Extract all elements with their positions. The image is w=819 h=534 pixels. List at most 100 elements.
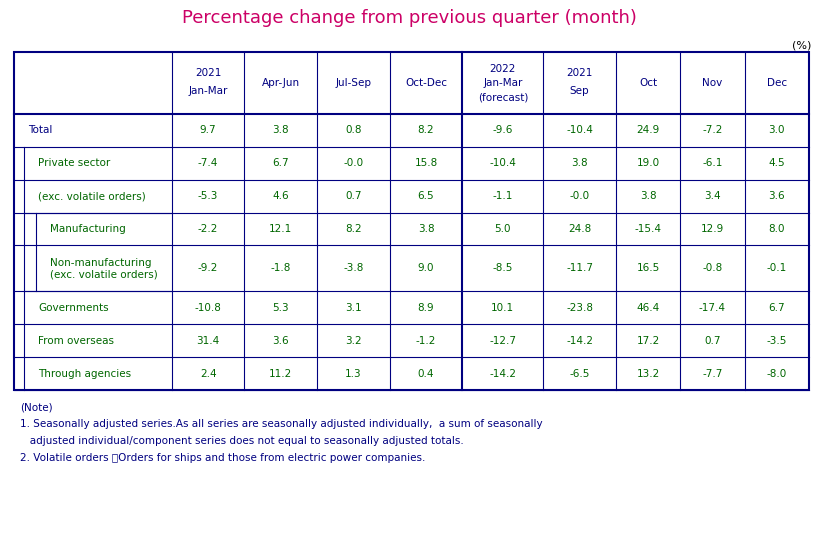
Text: -6.5: -6.5: [569, 368, 590, 379]
Text: 8.2: 8.2: [418, 125, 434, 136]
Text: 1.3: 1.3: [345, 368, 362, 379]
Text: 10.1: 10.1: [491, 303, 514, 313]
Text: 3.2: 3.2: [345, 336, 362, 345]
Text: Non-manufacturing
(exc. volatile orders): Non-manufacturing (exc. volatile orders): [50, 257, 158, 279]
Text: 4.5: 4.5: [768, 158, 785, 168]
Text: 24.8: 24.8: [568, 224, 591, 234]
Text: 3.8: 3.8: [273, 125, 289, 136]
Text: Jan-Mar: Jan-Mar: [188, 86, 228, 96]
Text: 9.0: 9.0: [418, 263, 434, 273]
Text: -3.8: -3.8: [343, 263, 364, 273]
Text: -0.0: -0.0: [569, 191, 590, 201]
Text: 6.7: 6.7: [768, 303, 785, 313]
Text: -9.2: -9.2: [198, 263, 219, 273]
Text: 2. Volatile orders ：Orders for ships and those from electric power companies.: 2. Volatile orders ：Orders for ships and…: [20, 453, 425, 463]
Bar: [14, 52, 809, 390]
Text: -8.0: -8.0: [767, 368, 787, 379]
Text: -12.7: -12.7: [489, 336, 516, 345]
Text: -11.7: -11.7: [566, 263, 593, 273]
Text: (Note): (Note): [20, 402, 52, 412]
Text: -7.2: -7.2: [702, 125, 722, 136]
Text: 13.2: 13.2: [636, 368, 660, 379]
Text: (exc. volatile orders): (exc. volatile orders): [38, 191, 146, 201]
Text: 17.2: 17.2: [636, 336, 660, 345]
Text: -1.2: -1.2: [416, 336, 437, 345]
Text: -0.1: -0.1: [767, 263, 787, 273]
Text: 3.0: 3.0: [768, 125, 785, 136]
Text: 46.4: 46.4: [636, 303, 660, 313]
Text: Private sector: Private sector: [38, 158, 111, 168]
Text: 0.7: 0.7: [345, 191, 362, 201]
Text: 11.2: 11.2: [269, 368, 292, 379]
Text: 12.1: 12.1: [269, 224, 292, 234]
Text: 19.0: 19.0: [636, 158, 659, 168]
Text: 3.6: 3.6: [273, 336, 289, 345]
Text: -8.5: -8.5: [493, 263, 513, 273]
Text: -1.1: -1.1: [493, 191, 513, 201]
Text: -10.8: -10.8: [195, 303, 221, 313]
Text: (forecast): (forecast): [477, 92, 528, 102]
Text: Dec: Dec: [767, 78, 787, 88]
Text: Through agencies: Through agencies: [38, 368, 131, 379]
Text: adjusted individual/component series does not equal to seasonally adjusted total: adjusted individual/component series doe…: [20, 436, 464, 446]
Text: -9.6: -9.6: [493, 125, 513, 136]
Text: 9.7: 9.7: [200, 125, 216, 136]
Text: Percentage change from previous quarter (month): Percentage change from previous quarter …: [182, 9, 637, 27]
Text: 5.3: 5.3: [273, 303, 289, 313]
Text: -15.4: -15.4: [635, 224, 662, 234]
Text: 0.8: 0.8: [345, 125, 362, 136]
Text: 15.8: 15.8: [414, 158, 437, 168]
Text: -23.8: -23.8: [566, 303, 593, 313]
Text: -1.8: -1.8: [270, 263, 291, 273]
Text: 0.4: 0.4: [418, 368, 434, 379]
Text: -5.3: -5.3: [198, 191, 219, 201]
Text: 1. Seasonally adjusted series.As all series are seasonally adjusted individually: 1. Seasonally adjusted series.As all ser…: [20, 419, 543, 429]
Text: Jul-Sep: Jul-Sep: [335, 78, 371, 88]
Text: 24.9: 24.9: [636, 125, 660, 136]
Text: Oct-Dec: Oct-Dec: [405, 78, 447, 88]
Text: -0.8: -0.8: [703, 263, 722, 273]
Text: -6.1: -6.1: [702, 158, 722, 168]
Text: 2.4: 2.4: [200, 368, 216, 379]
Text: 3.4: 3.4: [704, 191, 721, 201]
Text: -7.4: -7.4: [198, 158, 219, 168]
Text: 3.1: 3.1: [345, 303, 362, 313]
Text: -10.4: -10.4: [490, 158, 516, 168]
Text: Apr-Jun: Apr-Jun: [261, 78, 300, 88]
Text: 3.8: 3.8: [572, 158, 588, 168]
Text: -7.7: -7.7: [702, 368, 722, 379]
Text: 5.0: 5.0: [495, 224, 511, 234]
Text: -14.2: -14.2: [489, 368, 516, 379]
Text: 16.5: 16.5: [636, 263, 660, 273]
Text: 3.8: 3.8: [418, 224, 434, 234]
Text: 8.9: 8.9: [418, 303, 434, 313]
Text: From overseas: From overseas: [38, 336, 114, 345]
Text: Governments: Governments: [38, 303, 109, 313]
Text: -14.2: -14.2: [566, 336, 593, 345]
Text: 2022: 2022: [490, 64, 516, 74]
Text: 4.6: 4.6: [273, 191, 289, 201]
Text: 3.8: 3.8: [640, 191, 657, 201]
Text: 31.4: 31.4: [197, 336, 219, 345]
Text: -0.0: -0.0: [343, 158, 364, 168]
Text: 2021: 2021: [195, 68, 221, 78]
Text: -2.2: -2.2: [198, 224, 219, 234]
Text: Total: Total: [28, 125, 52, 136]
Text: Jan-Mar: Jan-Mar: [483, 78, 523, 88]
Text: Nov: Nov: [703, 78, 722, 88]
Text: 8.2: 8.2: [345, 224, 362, 234]
Text: -17.4: -17.4: [699, 303, 726, 313]
Text: Manufacturing: Manufacturing: [50, 224, 126, 234]
Text: 6.5: 6.5: [418, 191, 434, 201]
Text: 3.6: 3.6: [768, 191, 785, 201]
Text: 12.9: 12.9: [701, 224, 724, 234]
Text: (%): (%): [792, 40, 811, 50]
Text: 2021: 2021: [567, 68, 593, 78]
Text: 8.0: 8.0: [768, 224, 785, 234]
Text: 6.7: 6.7: [273, 158, 289, 168]
Text: 0.7: 0.7: [704, 336, 721, 345]
Text: -10.4: -10.4: [566, 125, 593, 136]
Text: -3.5: -3.5: [767, 336, 787, 345]
Text: Sep: Sep: [570, 86, 590, 96]
Text: Oct: Oct: [639, 78, 657, 88]
